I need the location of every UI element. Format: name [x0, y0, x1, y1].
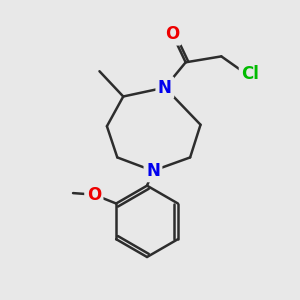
Text: O: O [165, 25, 179, 43]
Text: Cl: Cl [241, 65, 259, 83]
Text: N: N [158, 79, 172, 97]
Text: N: N [146, 162, 160, 180]
Text: O: O [87, 186, 101, 204]
